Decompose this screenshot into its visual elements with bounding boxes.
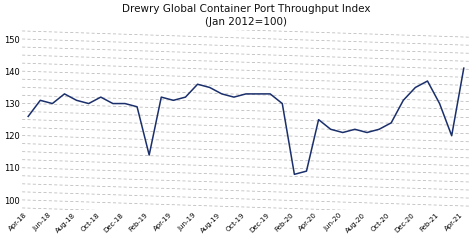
Title: Drewry Global Container Port Throughput Index
(Jan 2012=100): Drewry Global Container Port Throughput … [122,4,370,27]
